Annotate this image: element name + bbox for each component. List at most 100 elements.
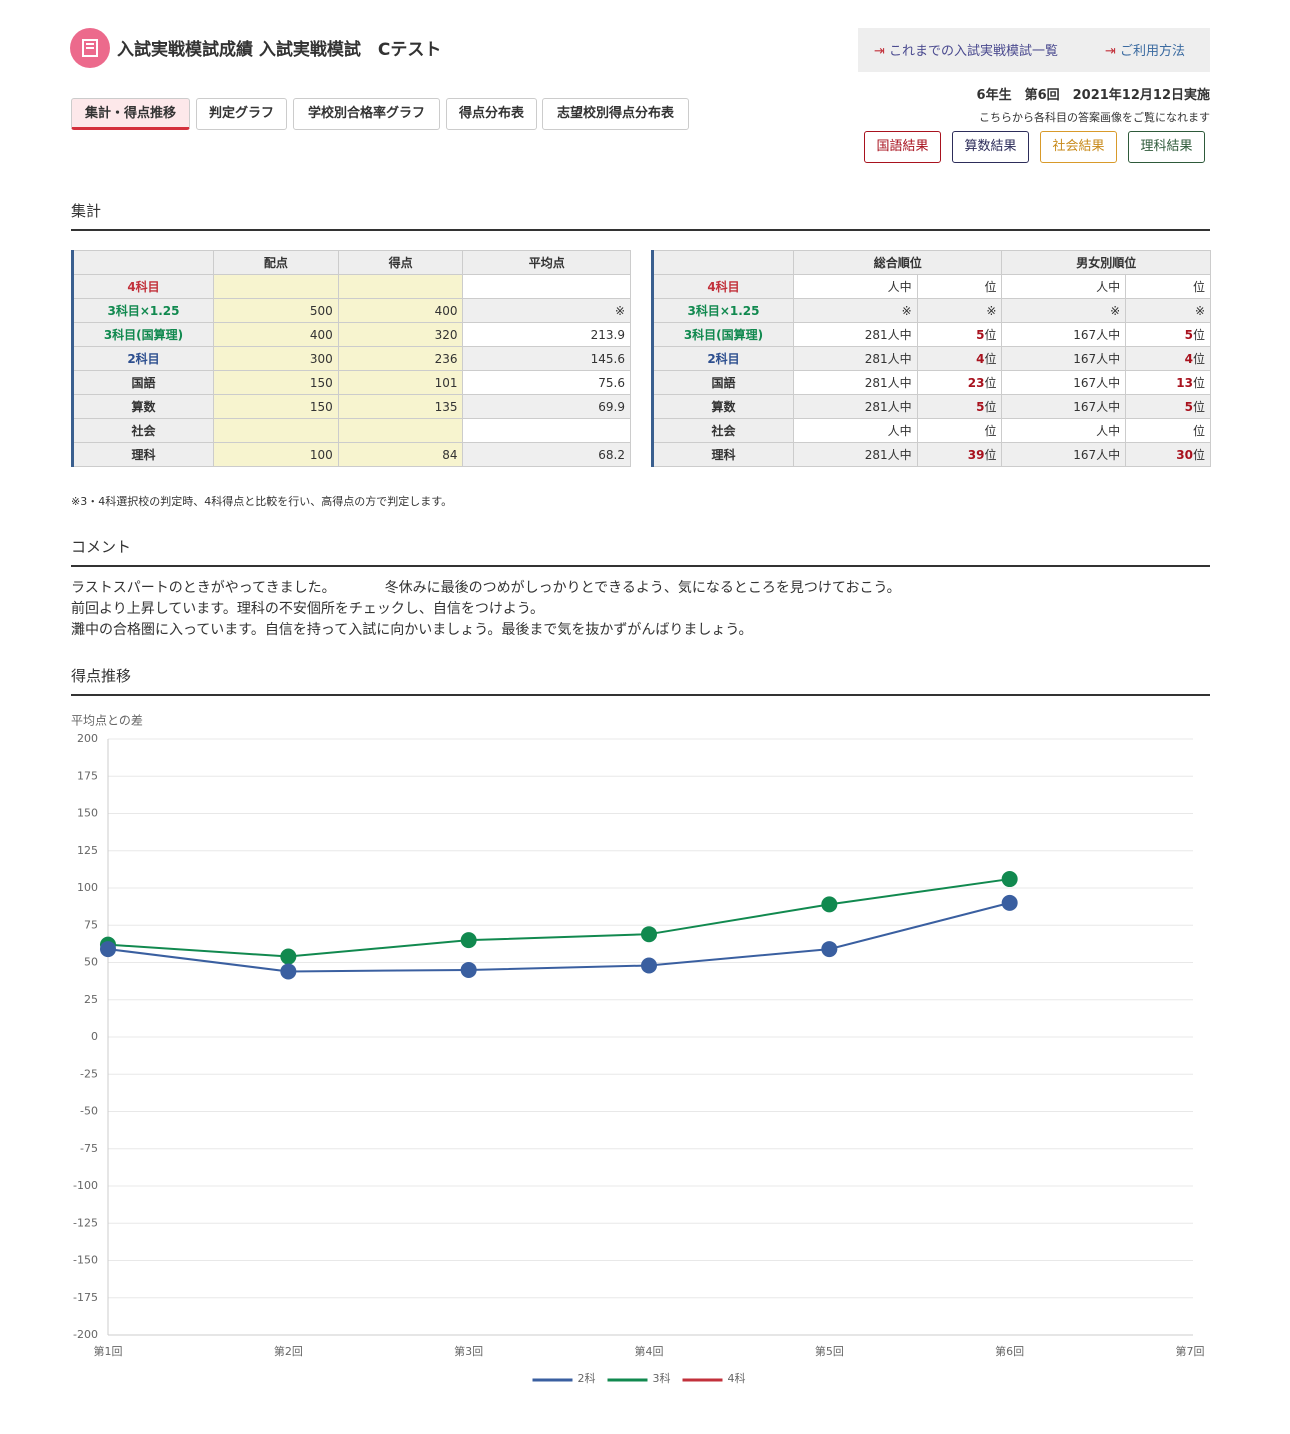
- cell-part: 人中: [887, 376, 912, 390]
- cell: 4位: [916, 346, 1003, 371]
- cell: 5位: [1125, 394, 1211, 419]
- tab[interactable]: 志望校別得点分布表: [542, 98, 689, 130]
- link-text[interactable]: これまでの入試実戦模試一覧: [889, 44, 1059, 59]
- cell: 2科目: [652, 346, 794, 371]
- cell: 84: [337, 442, 464, 467]
- cell-part: ※: [901, 303, 912, 318]
- cell: 68.2: [462, 442, 631, 467]
- y-tick-label: -75: [80, 1142, 98, 1155]
- result-button[interactable]: 理科結果: [1128, 131, 1205, 163]
- cell-part: 人中: [887, 352, 912, 366]
- cell-part: 人中: [1096, 328, 1121, 342]
- score-table: 配点 得点 平均点 4科目 3科目×1.25 500 400 ※ 3科目(国算理) 400 320 2…: [71, 250, 631, 467]
- comment-line: 前回より上昇しています。理科の不安個所をチェックし、自信をつけよう。: [71, 601, 545, 617]
- cell: 281人中: [793, 322, 918, 347]
- cell: 145.6: [462, 346, 631, 371]
- cell: 281人中: [793, 442, 918, 467]
- cell-part: 39: [967, 448, 985, 462]
- cell: [462, 274, 631, 299]
- data-point: [280, 963, 297, 980]
- y-tick-label: -100: [73, 1179, 98, 1192]
- cell-part: 位: [1192, 352, 1205, 366]
- cell-part: 人中: [887, 448, 912, 462]
- y-tick-label: -150: [73, 1254, 98, 1267]
- cell-part: 167: [1073, 328, 1097, 342]
- cell-part: 30: [1176, 448, 1193, 462]
- cell-part: 人中: [887, 328, 912, 342]
- comment-line: 灘中の合格圏に入っています。自信を持って入試に向かいましょう。最後まで気を抜かず…: [71, 622, 753, 638]
- cell: 167人中: [1001, 442, 1127, 467]
- exam-info: 6年生 第6回 2021年12月12日実施: [976, 88, 1210, 103]
- cell: 国語: [72, 370, 214, 395]
- x-tick-label: 第5回: [815, 1344, 844, 1358]
- history-link[interactable]: ⇥ これまでの入試実戦模試一覧: [874, 44, 1059, 59]
- cell-part: 167: [1073, 376, 1097, 390]
- y-axis-title: 平均点との差: [71, 714, 143, 728]
- tab[interactable]: 得点分布表: [446, 98, 537, 130]
- cell-part: 位: [984, 352, 997, 366]
- cell: 4位: [1125, 346, 1211, 371]
- cell-part: 位: [1192, 280, 1205, 294]
- cell-part: 人中: [1096, 448, 1121, 462]
- result-button[interactable]: 国語結果: [864, 131, 941, 163]
- cell-part: 5: [976, 400, 985, 414]
- cell: 167人中: [1001, 394, 1127, 419]
- result-button[interactable]: 社会結果: [1040, 131, 1117, 163]
- cell: ※: [916, 298, 1003, 323]
- y-tick-label: -25: [80, 1067, 98, 1080]
- cell-part: ※: [1110, 303, 1121, 318]
- rank-row: 3科目(国算理) 281人中 5位 167人中 5位: [652, 322, 1211, 347]
- y-tick-label: 200: [77, 732, 98, 745]
- rank-row: 国語 281人中 23位 167人中 13位: [652, 370, 1211, 395]
- cell-part: 281: [864, 328, 888, 342]
- cell: 135: [337, 394, 464, 419]
- cell-part: 人中: [887, 280, 912, 294]
- cell: 5位: [916, 322, 1003, 347]
- cell-part: 位: [984, 280, 997, 294]
- help-link[interactable]: ⇥ ご利用方法: [1105, 44, 1186, 59]
- cell-part: 4: [976, 352, 985, 366]
- y-tick-label: 100: [77, 881, 98, 894]
- series-line: [107, 901, 1010, 973]
- header-row: 総合順位 男女別順位: [652, 250, 1211, 275]
- cell: 5位: [1125, 322, 1211, 347]
- cell: 社会: [652, 418, 794, 443]
- answer-note: こちらから各科目の答案画像をご覧になれます: [979, 111, 1210, 124]
- score-row: 4科目: [72, 274, 631, 299]
- cell: 位: [916, 418, 1003, 443]
- page-title: 入試実戦模試成績 入試実戦模試 Cテスト: [117, 40, 442, 60]
- cell: 位: [1125, 418, 1211, 443]
- tab[interactable]: 学校別合格率グラフ: [293, 98, 440, 130]
- cell: ※: [1001, 298, 1127, 323]
- result-button[interactable]: 算数結果: [952, 131, 1029, 163]
- cell-part: 人中: [1096, 400, 1121, 414]
- cell: 位: [916, 274, 1003, 299]
- cell: ※: [793, 298, 918, 323]
- cell: 100: [213, 442, 339, 467]
- cell: 300: [213, 346, 339, 371]
- data-point: [1001, 871, 1018, 888]
- cell: 320: [337, 322, 464, 347]
- y-tick-label: 150: [77, 807, 98, 820]
- legend-label: 2科: [578, 1371, 596, 1385]
- cell: 150: [213, 370, 339, 395]
- x-tick-label: 第3回: [454, 1344, 483, 1358]
- cell: 5位: [916, 394, 1003, 419]
- cell: ※: [1125, 298, 1211, 323]
- y-tick-label: 175: [77, 769, 98, 782]
- tab[interactable]: 集計・得点推移: [71, 98, 190, 130]
- cell: 3科目(国算理): [652, 322, 794, 347]
- link-text[interactable]: ご利用方法: [1120, 44, 1186, 59]
- cell-part: 167: [1073, 448, 1097, 462]
- header-cell: 平均点: [462, 250, 631, 275]
- data-point: [460, 961, 477, 978]
- header-cell: [72, 250, 214, 275]
- x-tick-label: 第4回: [635, 1344, 664, 1358]
- cell-part: 人中: [887, 400, 912, 414]
- tab[interactable]: 判定グラフ: [196, 98, 287, 130]
- y-tick-label: -200: [73, 1328, 98, 1341]
- rank-row: 社会 人中 位 人中 位: [652, 418, 1211, 443]
- cell: 236: [337, 346, 464, 371]
- header-row: 配点 得点 平均点: [72, 250, 631, 275]
- cell-part: 4: [1184, 352, 1193, 366]
